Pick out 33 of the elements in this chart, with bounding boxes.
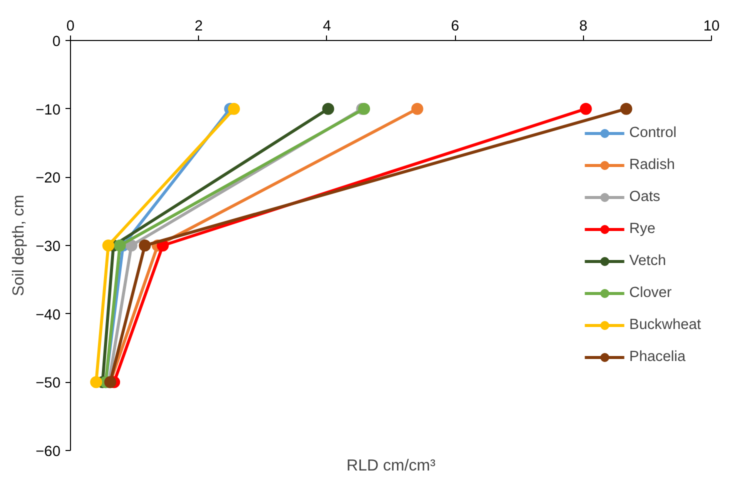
legend-label: Control bbox=[629, 125, 677, 141]
y-tick-label: −20 bbox=[36, 170, 61, 187]
point bbox=[322, 102, 334, 115]
y-axis-title: Soil depth, cm bbox=[10, 194, 28, 296]
x-axis-title: RLD cm/cm³ bbox=[346, 458, 436, 474]
legend-label: Rye bbox=[629, 221, 656, 237]
y-tick-label: −50 bbox=[36, 376, 61, 392]
x-tick-label: 0 bbox=[66, 18, 75, 34]
x-tick-label: 4 bbox=[322, 18, 331, 34]
x-tick-label: 8 bbox=[579, 18, 588, 34]
legend-label: Clover bbox=[629, 285, 672, 301]
y-tick-label: −40 bbox=[36, 307, 61, 324]
point bbox=[114, 240, 126, 252]
legend-label: Buckwheat bbox=[629, 317, 701, 333]
point bbox=[90, 376, 102, 388]
point bbox=[102, 240, 114, 252]
x-tick-label: 6 bbox=[451, 18, 460, 34]
legend-label: Phacelia bbox=[629, 349, 686, 365]
point bbox=[125, 240, 138, 252]
point bbox=[580, 102, 592, 115]
legend-label: Radish bbox=[629, 157, 675, 173]
y-tick-label: −10 bbox=[36, 102, 61, 118]
legend-label: Oats bbox=[629, 189, 660, 205]
point bbox=[620, 102, 632, 115]
legend-label: Vetch bbox=[629, 253, 666, 269]
point bbox=[138, 240, 151, 252]
y-tick-label: 0 bbox=[52, 34, 61, 50]
x-tick-label: 2 bbox=[194, 18, 203, 34]
y-tick-label: −30 bbox=[36, 239, 61, 255]
x-tick-label: 10 bbox=[703, 18, 720, 34]
point bbox=[411, 102, 424, 115]
y-tick-label: −60 bbox=[36, 444, 61, 460]
point bbox=[228, 102, 240, 115]
